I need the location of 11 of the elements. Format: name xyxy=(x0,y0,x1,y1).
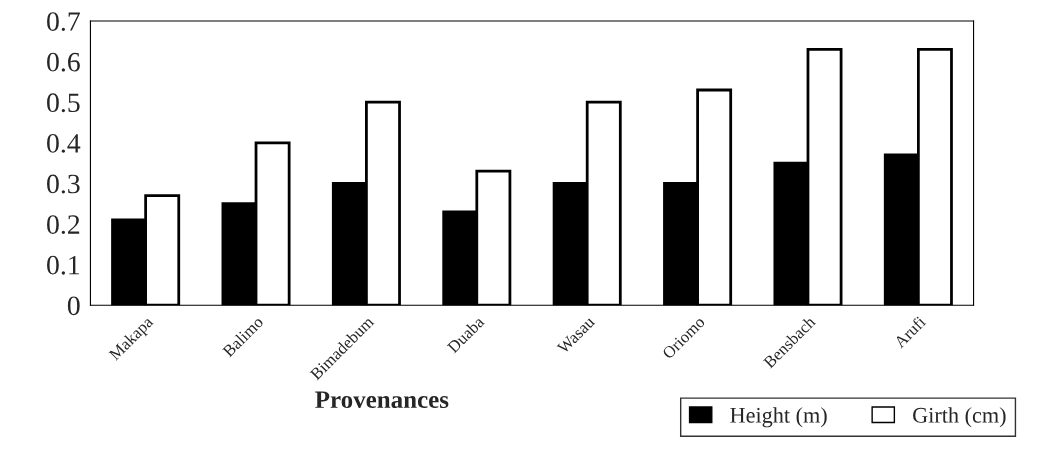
y-tick-label: 0.4 xyxy=(47,133,81,153)
y-tick-label: 0.6 xyxy=(47,52,80,72)
legend-label: Girth (cm) xyxy=(913,407,1006,428)
x-axis-title: Provenances xyxy=(315,391,449,409)
y-tick-label: 0 xyxy=(67,296,80,316)
legend-label: Height (m) xyxy=(730,407,827,428)
y-tick-label: 0.5 xyxy=(47,93,80,113)
y-tick-label: 0.7 xyxy=(47,12,80,31)
y-tick-label: 0.1 xyxy=(47,255,80,275)
y-tick-label: 0.3 xyxy=(47,174,80,194)
y-tick-label: 0.2 xyxy=(47,215,80,235)
